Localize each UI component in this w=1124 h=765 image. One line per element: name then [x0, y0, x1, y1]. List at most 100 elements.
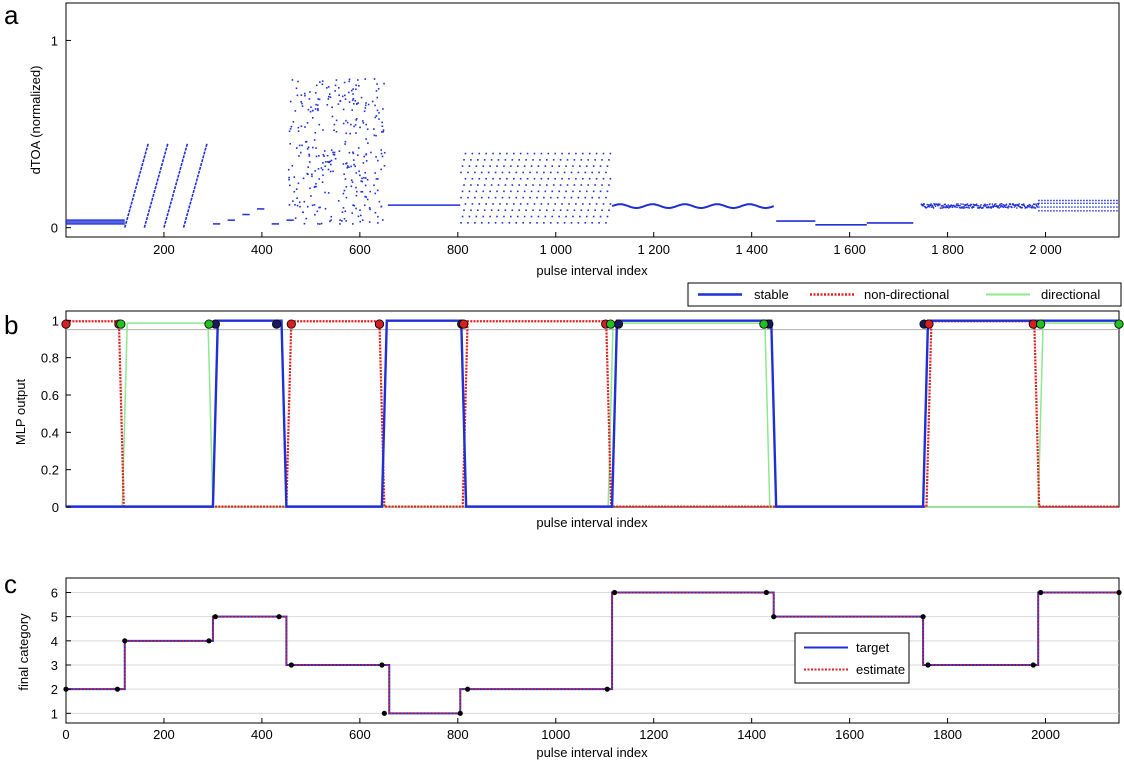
dtoa-scatter-3-pt	[345, 186, 348, 188]
dtoa-dots-5-pt	[561, 177, 563, 180]
dtoa-scatter-3-pt	[358, 85, 360, 87]
dtoa-scatter-3-pt	[306, 148, 309, 150]
dtoa-dots-5-pt	[602, 177, 605, 180]
dtoa-scatter-3-pt	[311, 204, 314, 207]
dtoa-scatter-3-pt	[310, 106, 312, 109]
dtoa-dots-5-pt	[570, 171, 573, 174]
dtoa-scatter-3-pt	[327, 98, 330, 100]
dtoa-dots-5-pt	[461, 190, 464, 193]
dtoa-dots-5-pt	[471, 152, 474, 155]
dtoa-noise-8-pt	[922, 203, 924, 206]
dtoa-dots-5-pt	[468, 190, 471, 193]
dtoa-scatter-3-pt	[357, 154, 359, 156]
dtoa-dots-5-pt	[490, 184, 493, 186]
dtoa-noise-8-pt	[961, 206, 963, 208]
a-xtick-label: 2 000	[1029, 242, 1062, 257]
c-xtick-label: 1000	[541, 727, 570, 742]
dtoa-noise-8-pt	[1035, 204, 1038, 206]
dtoa-dots-5-pt	[533, 152, 536, 155]
dtoa-scatter-3-pt	[345, 220, 348, 222]
dtoa-noise-8-pt	[968, 204, 970, 207]
panel-b: 0 0.2 0.4 0.6 0.8 1 pulse interval index MLP …	[13, 310, 1124, 530]
dtoa-scatter-3-pt	[319, 206, 321, 209]
dtoa-noise-8-pt	[1028, 206, 1031, 208]
dtoa-noise-8-pt	[1036, 206, 1039, 208]
dtoa-scatter-3-pt	[339, 223, 341, 225]
dtoa-scatter-3-pt	[300, 125, 303, 127]
panel-c: 0 200 400 600 800 1000 1200 1400 1600 1800 2000 1 2 3…	[16, 577, 1122, 760]
dtoa-scatter-3-pt	[352, 97, 355, 100]
dtoa-noise-8-pt	[1023, 205, 1026, 208]
c-xtick-label: 2000	[1031, 727, 1060, 742]
dtoa-dots-5-pt	[460, 222, 462, 224]
dtoa-noise-8-pt	[979, 206, 982, 208]
dtoa-scatter-3-pt	[317, 109, 319, 112]
dtoa-scatter-3-pt	[297, 182, 300, 185]
dtoa-noise-8-pt	[945, 206, 947, 209]
dtoa-scatter-3-pt	[343, 81, 346, 84]
dtoa-dots-5-pt	[581, 152, 584, 155]
dtoa-scatter-3-pt	[359, 209, 361, 211]
dtoa-scatter-3-pt	[370, 151, 372, 154]
dtoa-dots-5-pt	[585, 215, 588, 218]
dtoa-noise-8-pt	[943, 206, 945, 209]
dtoa-noise-8-pt	[1004, 204, 1006, 206]
dtoa-scatter-3-pt	[329, 170, 332, 173]
dtoa-scatter-3-pt	[365, 123, 368, 126]
dtoa-scatter-3-pt	[294, 217, 297, 219]
dtoa-dots-5-pt	[592, 190, 595, 193]
c-xtick-label: 200	[153, 727, 175, 742]
dtoa-dots-5-pt	[547, 177, 550, 180]
b-ytick-label: 0.8	[41, 351, 59, 366]
dtoa-scatter-3-pt	[288, 130, 291, 133]
dtoa-scatter-3-pt	[373, 128, 375, 130]
dtoa-dots-5-pt	[566, 184, 569, 186]
dtoa-dots-5-pt	[530, 190, 533, 193]
dtoa-scatter-3-pt	[354, 165, 356, 168]
dtoa-noise-8-pt	[986, 207, 988, 209]
dtoa-dots-5-pt	[487, 196, 490, 199]
dtoa-noise-8-pt	[983, 205, 985, 207]
dtoa-dots-5-pt	[471, 203, 474, 205]
dtoa-dots-5-pt	[464, 152, 467, 155]
dtoa-dots-5-pt	[540, 203, 543, 205]
dtoa-dots-5-pt	[522, 196, 524, 199]
dtoa-scatter-3-pt	[352, 223, 354, 225]
dtoa-noise-8-pt	[972, 203, 974, 206]
dtoa-scatter-3-pt	[377, 178, 379, 180]
dtoa-scatter-3-pt	[378, 200, 381, 203]
dtoa-dots-5-pt	[480, 222, 483, 224]
dtoa-scatter-3-pt	[364, 107, 367, 109]
dtoa-dots-5-pt	[511, 184, 514, 186]
dtoa-noise-8-pt	[960, 207, 963, 209]
dtoa-scatter-3-pt	[355, 88, 357, 91]
dtoa-dots-5-pt	[558, 215, 560, 218]
legend-b: stable non-directional directional	[687, 282, 1122, 307]
dtoa-dots-5-pt	[463, 184, 465, 186]
dtoa-dots-5-pt	[470, 184, 472, 186]
dtoa-scatter-3-pt	[350, 185, 353, 188]
dtoa-scatter-3-pt	[351, 109, 354, 111]
dtoa-scatter-3-pt	[342, 207, 345, 209]
dtoa-scatter-3-pt	[308, 155, 311, 157]
dtoa-dots-5-pt	[474, 196, 476, 199]
dtoa-noise-8-pt	[985, 206, 988, 208]
dtoa-scatter-3-pt	[381, 121, 383, 124]
dtoa-noise-8-pt	[957, 203, 959, 205]
dtoa-scatter-3-pt	[356, 79, 359, 81]
dtoa-dots-5-pt	[602, 152, 605, 155]
dtoa-noise-8-pt	[934, 205, 937, 207]
dtoa-dots-5-pt	[549, 196, 552, 199]
dtoa-scatter-3-pt	[342, 122, 345, 125]
dtoa-noise-8-pt	[967, 206, 969, 209]
dtoa-noise-8-pt	[973, 206, 975, 209]
dtoa-scatter-3-pt	[358, 170, 360, 173]
dtoa-scatter-3-pt	[345, 196, 348, 199]
dtoa-dots-5-pt	[608, 209, 610, 212]
dtoa-noise-8-pt	[966, 204, 968, 206]
dtoa-scatter-3-pt	[343, 217, 346, 220]
dtoa-dots-5-pt	[504, 184, 507, 186]
dtoa-scatter-3-pt	[348, 78, 351, 81]
dtoa-scatter-3-pt	[383, 151, 386, 154]
